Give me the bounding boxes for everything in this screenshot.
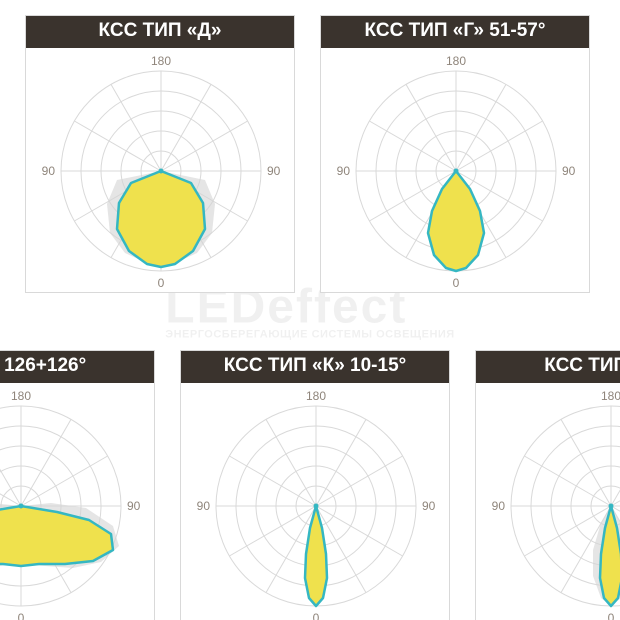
svg-text:180: 180 [151,54,171,68]
svg-text:90: 90 [337,164,351,178]
svg-text:90: 90 [197,499,211,513]
panel-k-title: КСС ТИП «К» 10-15° [181,351,449,383]
svg-text:0: 0 [453,276,460,290]
svg-text:90: 90 [42,164,56,178]
svg-text:0: 0 [158,276,165,290]
svg-text:180: 180 [601,389,620,403]
svg-text:180: 180 [11,389,31,403]
panel-k-chart: 180 0 90 90 [181,383,449,620]
panel-g-title: КСС ТИП «Г» 51-57° [321,16,589,48]
svg-text:0: 0 [18,611,25,620]
svg-text:90: 90 [267,164,281,178]
svg-text:90: 90 [492,499,506,513]
panel-g-chart: 180 0 90 90 [321,48,589,294]
panel-d: КСС ТИП «Д» 180 0 90 90 [25,15,295,293]
svg-text:180: 180 [306,389,326,403]
panel-d-chart: 180 0 90 90 [26,48,294,294]
panel-k1-chart: 18009090 [476,383,620,620]
panel-k1: КСС ТИП «К1»18009090 [475,350,620,620]
svg-text:180: 180 [446,54,466,68]
panel-l1-chart: 18009090 [0,383,154,620]
panel-k: КСС ТИП «К» 10-15° 180 0 90 90 [180,350,450,620]
watermark-sub: ЭНЕРГОСБЕРЕГАЮЩИЕ СИСТЕМЫ ОСВЕЩЕНИЯ [165,329,454,341]
panel-k1-title: КСС ТИП «К1» [476,351,620,383]
svg-text:90: 90 [422,499,436,513]
svg-text:90: 90 [562,164,576,178]
svg-text:0: 0 [608,611,615,620]
panel-l1-title: «Л1» 126+126° [0,351,154,383]
panel-l1: «Л1» 126+126°18009090 [0,350,155,620]
svg-text:0: 0 [313,611,320,620]
svg-text:90: 90 [127,499,141,513]
panel-d-title: КСС ТИП «Д» [26,16,294,48]
panel-g: КСС ТИП «Г» 51-57° 180 0 90 90 [320,15,590,293]
